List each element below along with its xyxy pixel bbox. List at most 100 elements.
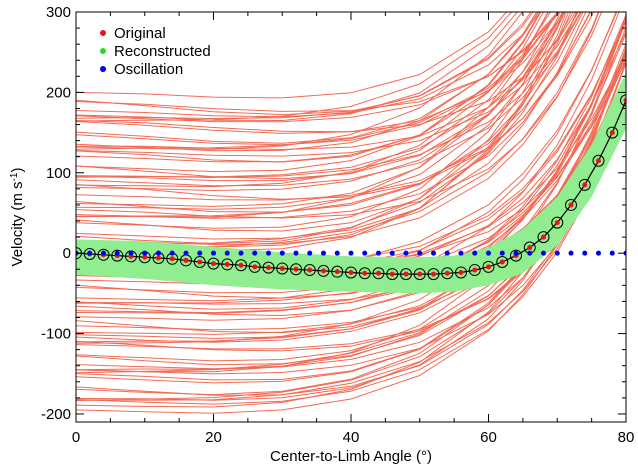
x-tick-label: 20 — [205, 429, 222, 446]
reconstructed-point — [331, 265, 344, 278]
original-point — [444, 270, 450, 276]
ticks: 0 20 40 60 80 -200 -100 0 100 200 300 — [41, 4, 634, 446]
original-point — [623, 97, 626, 103]
original-point — [348, 269, 354, 275]
reconstructed-point — [413, 268, 426, 281]
realization-curve — [76, 12, 565, 210]
original-point — [389, 271, 395, 277]
legend-marker — [100, 66, 106, 72]
reconstructed-point — [317, 264, 330, 277]
original-point — [142, 254, 148, 260]
oscillation-point — [403, 250, 409, 256]
reconstructed-point — [468, 264, 481, 277]
original-point — [321, 268, 326, 274]
original-point — [403, 271, 409, 277]
original-point — [376, 270, 381, 276]
oscillation-point — [87, 250, 93, 256]
oscillation-point — [499, 250, 505, 256]
original-point — [238, 262, 244, 268]
reconstructed-point — [235, 259, 247, 272]
reconstructed-point — [262, 261, 275, 274]
realization-curve — [76, 12, 560, 146]
realization-curve — [76, 12, 508, 99]
original-point — [417, 271, 423, 277]
realization-curve — [76, 12, 603, 219]
original-point — [472, 267, 478, 273]
oscillation-point — [431, 250, 436, 256]
realization-curve — [76, 12, 578, 213]
original-point — [458, 269, 464, 275]
original-point — [266, 265, 271, 271]
realization-curve — [76, 12, 559, 123]
oscillation-point — [183, 250, 189, 256]
realization-curve — [76, 12, 592, 200]
y-tick-label: 100 — [46, 165, 71, 182]
original-point — [568, 202, 574, 208]
oscillation-point — [293, 250, 299, 256]
reconstructed-point — [290, 263, 302, 276]
oscillation-point — [582, 250, 588, 256]
realization-curve — [76, 12, 560, 112]
realization-curve — [76, 12, 600, 246]
reconstruction-band — [76, 72, 626, 294]
oscillation-point — [596, 250, 601, 256]
original-point — [293, 266, 299, 272]
realization-curve — [76, 12, 559, 150]
realization-curve — [76, 12, 539, 144]
original-point — [609, 130, 615, 136]
reconstructed-point — [386, 268, 399, 281]
reconstructed-point — [193, 256, 206, 269]
y-axis-label: Velocity (m s-1) — [9, 168, 26, 267]
original-point — [486, 264, 491, 270]
original-point — [499, 259, 505, 265]
reconstructed-point — [400, 268, 412, 281]
oscillation-point — [609, 250, 615, 256]
realization-curve — [76, 12, 558, 207]
original-point — [554, 220, 560, 226]
oscillation-point — [197, 250, 203, 256]
realization-curve — [76, 12, 594, 201]
oscillation-point — [279, 250, 285, 256]
oscillation-point — [238, 250, 244, 256]
oscillation-point — [444, 250, 450, 256]
realization-curve — [76, 12, 572, 232]
reconstructed-point — [221, 258, 234, 271]
reconstructed-point — [427, 268, 440, 281]
oscillation-point — [376, 250, 381, 256]
realization-curve — [76, 12, 561, 229]
oscillation-point — [568, 250, 574, 256]
reconstructed-point — [482, 260, 495, 273]
original-point — [596, 158, 601, 164]
oscillation-point — [101, 250, 106, 256]
legend-label: Oscillation — [114, 61, 183, 78]
oscillation-point — [348, 250, 354, 256]
oscillation-point — [513, 250, 519, 256]
oscillation-point — [554, 250, 560, 256]
original-point — [252, 264, 258, 270]
oscillation-point — [389, 250, 395, 256]
reconstructed-point — [551, 216, 564, 229]
oscillation-point — [252, 250, 258, 256]
oscillation-point — [156, 250, 161, 256]
y-tick-label: 300 — [46, 4, 71, 21]
reconstructed-point — [441, 267, 454, 280]
oscillation-point — [169, 250, 175, 256]
oscillation-point — [114, 250, 120, 256]
legend-label: Original — [114, 25, 166, 42]
reconstructed-point — [578, 178, 591, 191]
realization-curve — [76, 12, 564, 134]
realization-curve — [76, 12, 580, 157]
original-point — [279, 265, 285, 271]
oscillation-point — [362, 250, 368, 256]
oscillation-point — [486, 250, 491, 256]
oscillation-point — [472, 250, 478, 256]
legend-label: Reconstructed — [114, 43, 211, 60]
realization-curve — [76, 12, 577, 133]
realization-curve — [76, 12, 587, 240]
reconstructed-point — [303, 264, 316, 277]
realization-curve — [76, 12, 564, 192]
realization-curve — [76, 12, 582, 179]
original-point — [197, 259, 203, 265]
realization-curve — [76, 12, 513, 122]
